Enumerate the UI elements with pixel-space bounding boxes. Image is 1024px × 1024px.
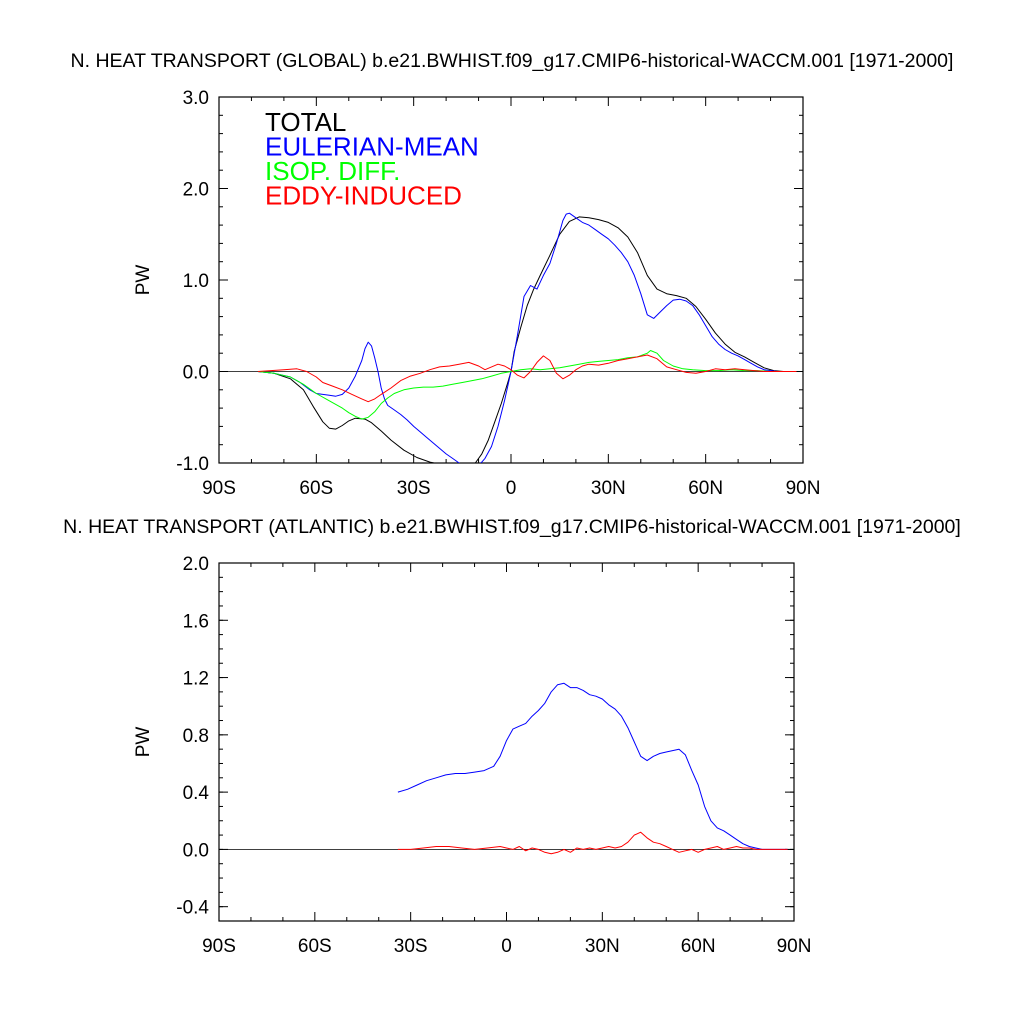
series-line-eulerian-mean xyxy=(257,212,797,463)
y-tick-label: 2.0 xyxy=(183,180,209,201)
x-tick-label: 60N xyxy=(681,936,716,957)
x-tick-label: 60S xyxy=(299,478,333,499)
y-tick-label: 2.0 xyxy=(183,554,209,575)
y-tick-label: -1.0 xyxy=(176,454,209,475)
x-tick-label: 30N xyxy=(585,936,620,957)
y-tick-label: -0.4 xyxy=(176,898,209,919)
legend-entry: EDDY-INDUCED xyxy=(265,181,462,211)
x-tick-label: 30N xyxy=(591,478,626,499)
x-tick-label: 60S xyxy=(298,936,332,957)
chart-0: 90S 60S 30S 0 30N 60N 90N -1.0 0.0 1.0 2.0 3.0 PW TOT… xyxy=(133,88,820,499)
series-line-isop-diff xyxy=(257,350,797,420)
y-tick-label: 1.0 xyxy=(183,271,209,292)
chart-1: 90S 60S 30S 0 30N 60N 90N -0.4 0.0 0.4 0.8 1.2 1.6 2.… xyxy=(133,554,811,957)
y-axis-label: PW xyxy=(133,727,154,758)
x-tick-label: 30S xyxy=(397,478,431,499)
series-line-eulerian-mean xyxy=(397,682,788,850)
y-tick-label: 0.8 xyxy=(183,726,209,747)
x-tick-label: 0 xyxy=(506,478,517,499)
series-line-total xyxy=(257,216,797,463)
x-tick-label: 0 xyxy=(501,936,512,957)
y-tick-label: 0.0 xyxy=(183,840,209,861)
atlantic-chart-title: N. HEAT TRANSPORT (ATLANTIC) b.e21.BWHIS… xyxy=(63,516,961,538)
x-tick-label: 60N xyxy=(688,478,723,499)
legend-entry: TOTAL xyxy=(265,107,346,137)
x-tick-label: 90N xyxy=(786,478,821,499)
plot-frame xyxy=(218,562,795,922)
global-chart-title: N. HEAT TRANSPORT (GLOBAL) b.e21.BWHIST.… xyxy=(70,50,954,72)
y-tick-label: 1.6 xyxy=(183,611,209,632)
x-tick-label: 90S xyxy=(202,936,236,957)
y-tick-label: 0.4 xyxy=(183,783,210,804)
series-line-eddy-induced xyxy=(257,354,797,403)
legend-entry: ISOP. DIFF. xyxy=(265,156,400,186)
y-tick-label: 3.0 xyxy=(183,88,209,109)
x-tick-label: 30S xyxy=(394,936,428,957)
x-tick-label: 90N xyxy=(777,936,812,957)
series-line-eddy-induced xyxy=(397,831,788,855)
y-tick-label: 1.2 xyxy=(183,669,209,690)
y-axis-label: PW xyxy=(133,265,154,296)
x-tick-label: 90S xyxy=(202,478,236,499)
y-tick-label: 0.0 xyxy=(183,363,209,384)
legend-entry: EULERIAN-MEAN xyxy=(265,132,479,162)
